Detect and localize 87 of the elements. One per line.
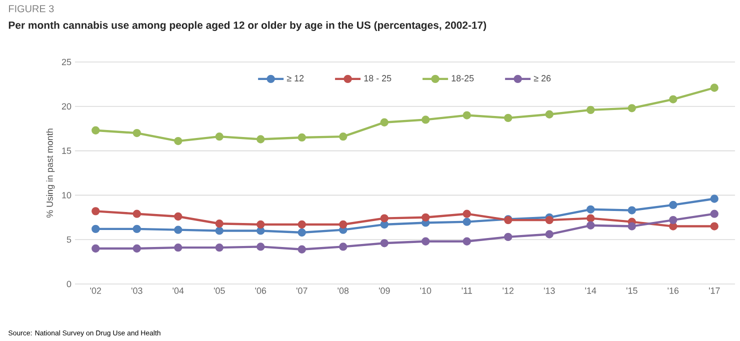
- x-tick-label: '08: [338, 288, 349, 294]
- x-tick-label: '04: [172, 288, 184, 294]
- x-tick-label: '11: [462, 288, 472, 294]
- point: [710, 222, 718, 230]
- point: [132, 244, 141, 253]
- point: [586, 214, 595, 222]
- point: [628, 206, 636, 214]
- point: [545, 110, 554, 118]
- point: [710, 194, 718, 203]
- x-tick-label: '09: [378, 288, 390, 294]
- x-tick-label: '03: [131, 288, 142, 294]
- point: [256, 135, 265, 144]
- point: [586, 205, 595, 214]
- x-tick-label: '05: [214, 288, 225, 294]
- y-axis-title: % Using in past month: [46, 128, 55, 218]
- caption: FIGURE 3: [9, 5, 54, 12]
- point: [628, 222, 636, 230]
- point: [256, 242, 265, 251]
- x-tick-label: '13: [544, 288, 555, 294]
- point: [132, 224, 141, 234]
- point: [174, 136, 182, 146]
- point: [504, 114, 512, 122]
- legend-label: ≥ 26: [534, 75, 551, 82]
- x-tick-label: '12: [502, 288, 514, 294]
- point: [380, 239, 388, 248]
- point: [256, 220, 265, 229]
- point: [669, 216, 678, 224]
- y-tick-label: 10: [62, 192, 72, 198]
- point: [669, 95, 678, 104]
- point: [462, 111, 471, 120]
- legend-label: 18 - 25: [364, 75, 392, 82]
- point: [586, 221, 595, 230]
- x-tick-label: '17: [708, 288, 720, 294]
- point: [504, 232, 512, 242]
- legend-label: ≥ 12: [286, 75, 304, 82]
- point: [710, 210, 718, 218]
- point: [422, 213, 430, 222]
- point: [92, 244, 100, 253]
- point: [462, 218, 471, 226]
- x-tick-label: '07: [296, 288, 308, 294]
- point: [215, 132, 224, 141]
- point: [339, 220, 348, 229]
- point: [132, 210, 141, 218]
- point: [298, 245, 306, 254]
- point: [380, 214, 388, 222]
- point: [132, 128, 141, 138]
- point: [215, 220, 224, 228]
- point: [380, 118, 388, 126]
- point: [92, 207, 100, 216]
- point: [92, 224, 100, 234]
- point: [174, 212, 182, 221]
- x-tick-label: '06: [255, 288, 266, 294]
- point: [339, 242, 348, 251]
- point: [422, 237, 430, 246]
- point: [298, 228, 306, 237]
- x-tick-label: '15: [626, 288, 638, 294]
- point: [462, 210, 471, 218]
- y-tick-label: 25: [62, 58, 72, 66]
- point: [256, 226, 265, 235]
- y-tick-label: 15: [62, 148, 72, 154]
- x-tick-label: '02: [90, 288, 102, 294]
- x-tick-label: '16: [668, 288, 679, 294]
- y-tick-label: 20: [62, 103, 72, 110]
- point: [298, 220, 306, 229]
- point: [628, 104, 636, 112]
- point: [710, 84, 718, 92]
- point: [92, 126, 100, 134]
- legend-label: 18-25: [452, 75, 474, 82]
- point: [215, 244, 224, 252]
- point: [215, 226, 224, 235]
- point: [339, 132, 348, 141]
- x-tick-label: '10: [420, 288, 432, 294]
- x-tick-label: '14: [585, 288, 596, 294]
- point: [174, 226, 182, 234]
- point: [422, 116, 430, 124]
- point: [462, 237, 471, 246]
- point: [586, 106, 595, 114]
- point: [174, 244, 182, 252]
- chart-title: Per month cannabis use among people aged 12 or older by age in the US (percentages, 2002-17): [8, 21, 486, 31]
- point: [298, 133, 306, 142]
- point: [545, 230, 554, 238]
- point: [669, 200, 678, 210]
- point: [545, 216, 554, 224]
- point: [669, 222, 678, 230]
- y-tick-label: 5: [66, 236, 72, 243]
- point: [380, 220, 388, 229]
- y-tick-label: 0: [66, 280, 72, 288]
